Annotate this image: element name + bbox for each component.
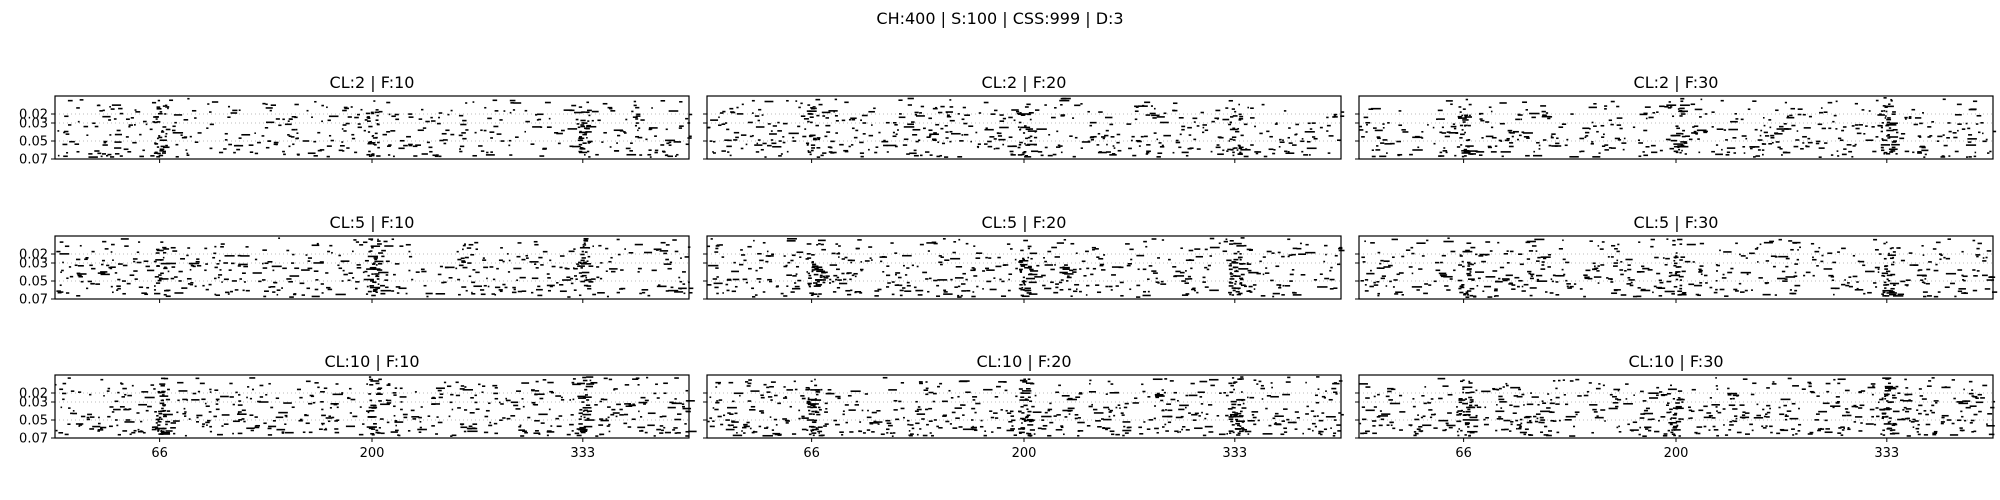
y-tick-label: 0.07 — [19, 153, 48, 168]
panel-title: CL:5 | F:20 — [982, 213, 1067, 232]
figure-title: CH:400 | S:100 | CSS:999 | D:3 — [876, 9, 1123, 28]
subplot-panel: CL:2 | F:30 — [1355, 73, 1996, 163]
subplot-panel: CL:2 | F:20 — [703, 73, 1344, 163]
panel-title: CL:10 | F:20 — [976, 352, 1071, 371]
event-marks — [1359, 378, 1995, 436]
panel-title: CL:2 | F:30 — [1634, 73, 1719, 92]
panel-title: CL:10 | F:10 — [324, 352, 419, 371]
panel-title: CL:2 | F:10 — [330, 73, 415, 92]
panel-title: CL:5 | F:10 — [330, 213, 415, 232]
x-tick-label: 66 — [803, 446, 820, 461]
y-tick-label: 0.05 — [19, 275, 48, 290]
y-tick-label: 0.03 — [19, 257, 48, 272]
event-marks — [1359, 98, 1996, 157]
panel-title: CL:5 | F:30 — [1634, 213, 1719, 232]
subplot-panel: CL:5 | F:20 — [703, 213, 1345, 303]
event-marks — [1361, 238, 1998, 297]
subplot-panel: CL:2 | F:100.020.030.050.07 — [19, 73, 692, 168]
y-tick-label: 0.07 — [19, 432, 48, 447]
y-tick-label: 0.03 — [19, 117, 48, 132]
y-tick-label: 0.05 — [19, 414, 48, 429]
event-marks — [708, 98, 1345, 157]
x-tick-label: 66 — [151, 446, 168, 461]
x-tick-label: 200 — [360, 446, 385, 461]
event-marks — [708, 377, 1344, 436]
y-tick-label: 0.03 — [19, 396, 48, 411]
panel-title: CL:2 | F:20 — [982, 73, 1067, 92]
x-tick-label: 200 — [1012, 446, 1037, 461]
event-marks — [55, 377, 697, 436]
subplot-panel: CL:10 | F:20 66 200 333 — [703, 352, 1344, 461]
x-tick-label: 333 — [1222, 446, 1247, 461]
x-tick-label: 333 — [570, 446, 595, 461]
event-marks — [57, 99, 692, 157]
panel-title: CL:10 | F:30 — [1628, 352, 1723, 371]
subplot-panel: CL:5 | F:30 — [1355, 213, 1997, 303]
y-tick-label: 0.05 — [19, 135, 48, 150]
event-marks — [707, 238, 1344, 297]
y-tick-label: 0.07 — [19, 293, 48, 308]
subplot-panel: CL:5 | F:100.020.030.050.07 — [19, 213, 693, 308]
event-marks — [56, 238, 693, 297]
